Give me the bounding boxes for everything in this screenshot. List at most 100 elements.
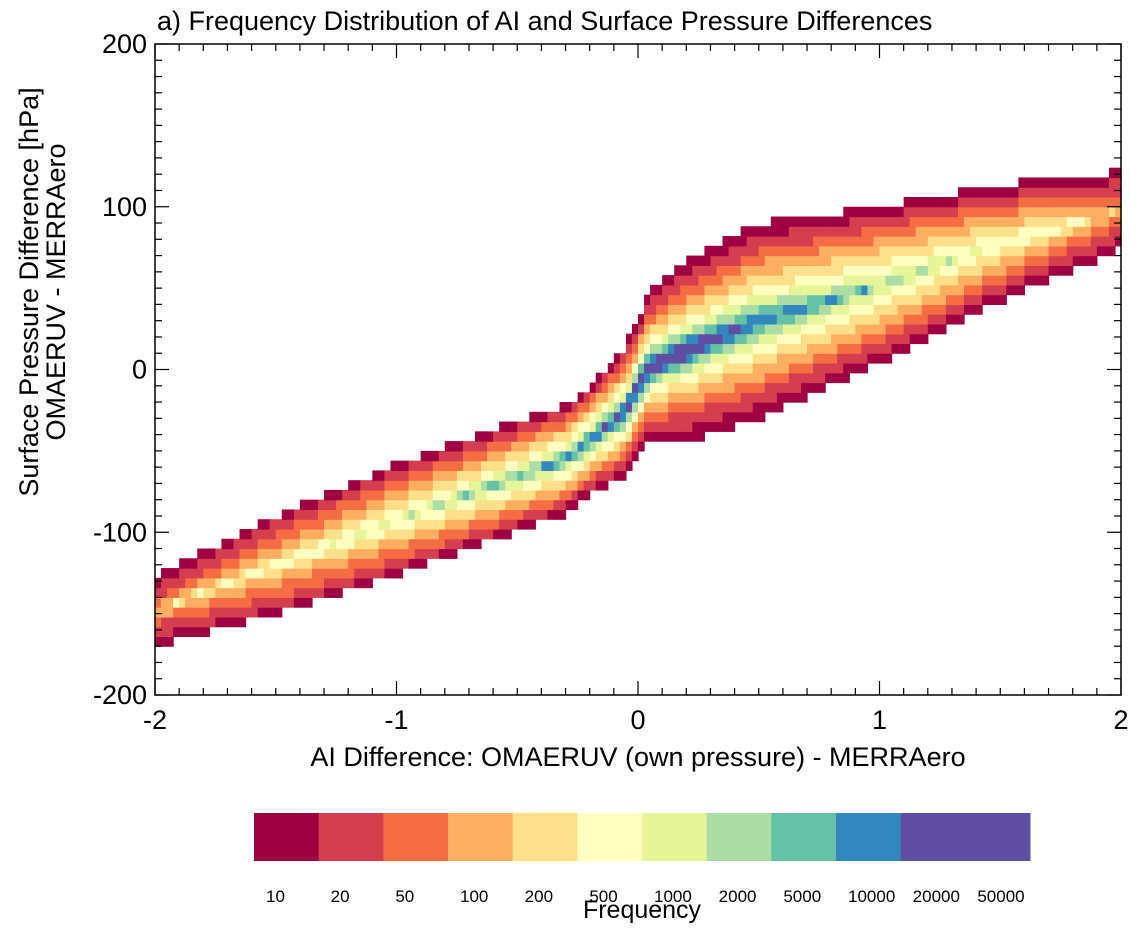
heatmap-cell [1066,245,1074,257]
heatmap-cell [722,255,730,266]
heatmap-cell [233,538,241,550]
heatmap-cell [843,206,850,218]
heatmap-cell [269,587,277,598]
heatmap-cell [885,216,893,227]
heatmap-cell [197,597,204,608]
heatmap-cell [764,362,772,374]
heatmap-cell [1084,177,1092,188]
heatmap-cell [722,304,730,315]
heatmap-cell [462,538,470,550]
heatmap-cell [1030,216,1038,227]
heatmap-cell [251,597,259,608]
heatmap-cell [348,529,355,540]
heatmap-cell [939,294,947,305]
heatmap-cell [674,362,681,374]
heatmap-cell [493,499,500,511]
heatmap-cell [638,441,645,452]
heatmap-cell [776,392,784,403]
heatmap-cell [444,529,452,540]
heatmap-cell [523,509,530,520]
heatmap-cell [311,499,319,511]
heatmap-cell [897,265,905,276]
heatmap-cell [245,568,253,579]
heatmap-cell [782,226,790,237]
heatmap-cell [740,323,748,335]
heatmap-cell [474,480,482,491]
heatmap-cell [474,441,482,452]
heatmap-cell [619,431,627,442]
heatmap-cell [511,470,518,481]
heatmap-cell [324,499,331,511]
heatmap-cell [293,568,301,579]
heatmap-cell [825,333,832,345]
heatmap-cell [221,538,229,550]
heatmap-cell [837,265,844,276]
heatmap-cell [167,597,174,608]
heatmap-cell [1012,196,1019,208]
heatmap-cell [589,411,597,423]
heatmap-cell [318,499,325,511]
heatmap-cell [945,236,953,247]
heatmap-cell [982,236,989,247]
heatmap-cell [311,577,319,589]
heatmap-cell [559,431,567,442]
heatmap-cell [927,226,935,237]
heatmap-cell [879,216,887,227]
heatmap-cell [915,294,923,305]
heatmap-cell [444,519,452,530]
heatmap-cell [650,431,657,442]
heatmap-cell [698,362,706,374]
heatmap-cell [293,577,301,589]
heatmap-cell [982,226,989,237]
heatmap-cell [1012,284,1019,296]
heatmap-cell [976,206,983,218]
heatmap-cell [867,333,875,345]
heatmap-cell [239,607,247,618]
heatmap-cell [945,294,953,305]
heatmap-cell [378,558,386,569]
heatmap-cell [650,304,657,315]
heatmap-cell [251,529,259,540]
heatmap-cell [215,607,223,618]
heatmap-cell [758,275,766,286]
heatmap-cell [855,245,862,257]
heatmap-cell [1030,245,1038,257]
heatmap-cell [831,304,838,315]
heatmap-cell [964,196,971,208]
heatmap-cell [746,402,754,413]
heatmap-cell [813,382,820,393]
heatmap-cell [656,323,663,335]
heatmap-cell [909,265,917,276]
heatmap-cell [957,265,965,276]
heatmap-cell [1012,275,1019,286]
heatmap-cell [239,597,247,608]
heatmap-cell [390,460,398,472]
heatmap-cell [770,294,778,305]
heatmap-cell [704,275,712,286]
heatmap-cell [752,314,760,325]
heatmap-cell [426,489,434,501]
heatmap-cell [855,284,862,296]
heatmap-cell [843,216,850,227]
heatmap-cell [245,548,253,559]
heatmap-cell [861,206,869,218]
heatmap-cell [656,411,663,423]
heatmap-cell [897,304,905,315]
heatmap-cell [155,587,162,598]
heatmap-cell [764,284,772,296]
heatmap-cell [686,372,693,384]
heatmap-cell [867,255,875,266]
heatmap-cell [638,353,645,364]
heatmap-cell [155,636,162,647]
heatmap-cell [897,284,905,296]
heatmap-cell [1012,265,1019,276]
heatmap-cell [873,294,881,305]
heatmap-cell [1102,236,1110,247]
heatmap-cell [251,587,259,598]
heatmap-cell [535,470,542,481]
heatmap-cell [788,382,796,393]
heatmap-cell [704,353,712,364]
heatmap-cell [855,206,862,218]
heatmap-cell [758,353,766,364]
heatmap-cell [849,236,856,247]
